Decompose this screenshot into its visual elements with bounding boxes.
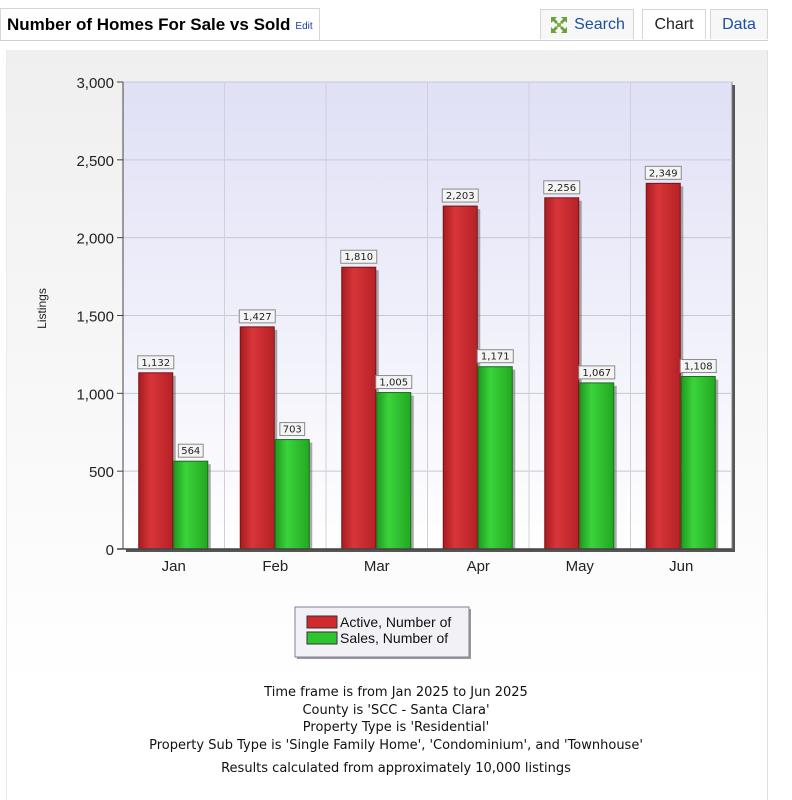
y-axis-label: Listings <box>35 288 49 329</box>
bar-sales <box>579 382 615 550</box>
note-timeframe: Time frame is from Jan 2025 to Jun 2025 <box>264 685 528 700</box>
data-label-box <box>578 365 616 380</box>
y-axis: 0 500 1,000 1,500 2,000 2,500 3,000 <box>76 75 124 559</box>
note-property-type: Property Type is 'Residential' <box>302 720 490 735</box>
bar-active <box>442 205 478 550</box>
data-label-box <box>543 180 581 195</box>
expand-arrows-icon <box>551 16 568 33</box>
data-label: 2,256 <box>547 183 576 194</box>
legend-label: Sales, Number of <box>340 630 448 646</box>
bar-active <box>341 266 377 550</box>
bar-sales <box>274 439 310 550</box>
data-label-box <box>679 359 717 374</box>
y-tick-label: 0 <box>106 542 114 559</box>
data-label-box <box>644 165 682 180</box>
x-tick-label: Jan <box>162 558 186 575</box>
page-title: Number of Homes For Sale vs Sold <box>7 14 291 34</box>
data-label: 1,171 <box>481 352 510 363</box>
x-tick-label: Mar <box>364 558 390 575</box>
bars: 1,132 564 1,427 703 1,810 1,005 2,203 1,171 2,25… <box>137 165 719 550</box>
note-county: County is 'SCC - Santa Clara' <box>302 702 490 718</box>
data-label: 1,005 <box>379 378 408 389</box>
title-tab: Number of Homes For Sale vs Sold Edit <box>0 8 320 40</box>
report-header: Number of Homes For Sale vs Sold Edit Se… <box>0 8 768 41</box>
tab-search-label: Search <box>574 15 625 33</box>
x-tick-label: May <box>566 558 595 575</box>
tab-chart[interactable]: Chart <box>642 9 706 39</box>
bar-active <box>544 197 580 550</box>
tab-data[interactable]: Data <box>710 9 768 39</box>
data-label: 1,427 <box>243 312 272 323</box>
bar-sales <box>477 366 513 550</box>
bar-sales <box>173 460 209 550</box>
y-tick-label: 2,000 <box>76 231 114 248</box>
results-footer: Results calculated from approximately 10… <box>221 761 571 776</box>
y-tick-label: 1,500 <box>76 309 114 326</box>
y-tick-label: 500 <box>89 464 114 481</box>
data-label: 564 <box>181 446 200 457</box>
data-label: 1,067 <box>582 368 611 379</box>
data-label-box <box>279 422 306 437</box>
gridlines <box>123 81 732 549</box>
y-tick-label: 2,500 <box>76 153 114 170</box>
data-label-box <box>476 349 514 364</box>
data-label-box <box>177 443 204 458</box>
tab-chart-label: Chart <box>654 15 694 33</box>
legend-label: Active, Number of <box>340 614 451 630</box>
legend-swatch <box>306 615 338 629</box>
tab-search[interactable]: Search <box>540 9 634 39</box>
data-label-box <box>375 375 413 390</box>
bar-active <box>645 182 681 550</box>
data-label: 1,132 <box>141 358 170 369</box>
data-label: 1,810 <box>344 252 373 263</box>
data-label-box <box>340 249 378 264</box>
x-tick-label: Feb <box>262 558 288 575</box>
tab-data-label: Data <box>722 15 756 33</box>
y-tick-label: 1,000 <box>76 386 114 403</box>
data-label-box <box>238 309 276 324</box>
bar-sales <box>680 376 716 550</box>
bar-sales <box>376 392 412 550</box>
data-label: 2,349 <box>649 168 678 179</box>
y-tick-label: 3,000 <box>76 75 114 92</box>
criteria-notes: Time frame is from Jan 2025 to Jun 2025 … <box>0 684 792 778</box>
x-tick-label: Jun <box>669 558 693 575</box>
legend-swatch <box>306 631 338 645</box>
bar-active <box>138 372 174 550</box>
bar-active <box>239 326 275 550</box>
data-label: 703 <box>283 425 302 436</box>
data-label-box <box>441 188 479 203</box>
x-tick-label: Apr <box>467 558 490 575</box>
data-label: 1,108 <box>684 362 713 373</box>
note-sub-type: Property Sub Type is 'Single Family Home… <box>149 737 643 753</box>
data-label-box <box>137 355 175 370</box>
edit-link[interactable]: Edit <box>295 20 313 32</box>
data-label: 2,203 <box>446 191 475 202</box>
x-axis: Jan Feb Mar Apr May Jun <box>117 548 732 575</box>
